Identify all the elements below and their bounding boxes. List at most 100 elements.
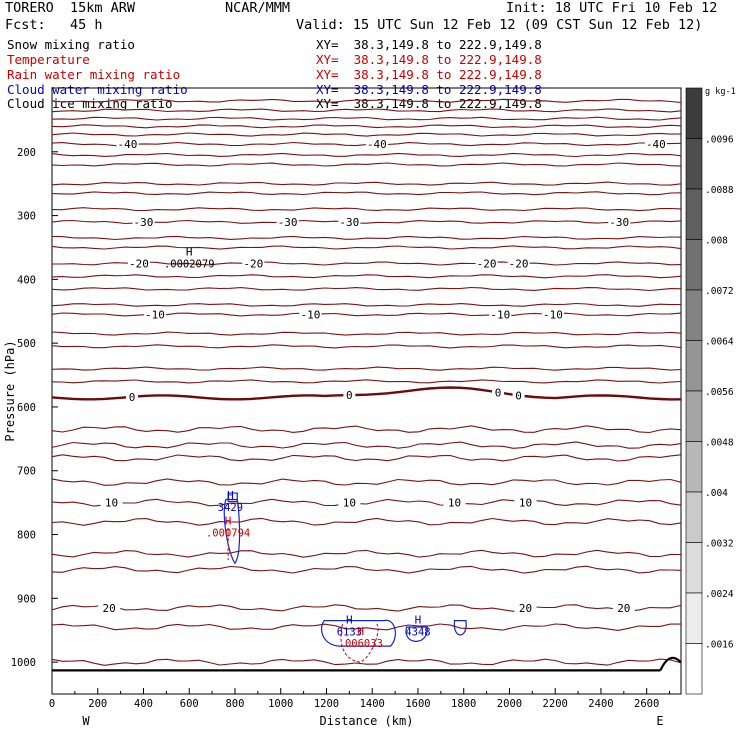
isotherm-label: -30 <box>278 216 298 229</box>
colorbar-tick-label: .0048 <box>705 438 734 449</box>
isotherm-label-bg <box>514 496 537 509</box>
colorbar-swatch <box>685 491 703 543</box>
x-tick-label: 1800 <box>451 698 476 710</box>
freezing-label-bg <box>492 386 505 399</box>
field-label-snow: Snow mixing ratio <box>7 37 135 52</box>
cloud-water-contour <box>223 498 241 565</box>
isotherm-label: 10 <box>343 497 356 510</box>
y-tick-label: 500 <box>17 338 36 350</box>
maximum-marker: H <box>186 245 193 258</box>
terrain-ridge <box>659 656 682 671</box>
colorbar-swatch <box>685 441 703 493</box>
x-tick-label: 2600 <box>634 698 659 710</box>
isotherm-label-bg <box>100 496 123 509</box>
y-tick-label: 700 <box>17 466 36 478</box>
maximum-value: 6133 <box>337 626 362 638</box>
isotherm-line <box>51 191 682 196</box>
colorbar-tick-label: .0072 <box>705 286 734 297</box>
x-tick-label: 200 <box>88 698 107 710</box>
freezing-level-label: 0 <box>515 389 522 402</box>
field-xy-snow: XY= 38.3,149.8 to 222.9,149.8 <box>316 37 542 52</box>
field-label-temperature: Temperature <box>7 52 90 67</box>
field-label-cloud-water: Cloud water mixing ratio <box>7 82 188 97</box>
isotherm-line <box>51 658 682 666</box>
isotherm-label: -40 <box>118 138 138 151</box>
isotherm-label: -20 <box>477 257 497 270</box>
isotherm-line <box>51 454 682 462</box>
colorbar-swatch <box>685 643 703 695</box>
isotherm-label-bg <box>541 308 564 321</box>
maximum-marker: H <box>357 625 364 638</box>
east-end-label: E <box>656 714 663 728</box>
isotherm-layer: -40 -40 -40 -30 -30 -30 -30 -20 -20 -20 -20 -10 -10 -… <box>51 98 682 672</box>
y-tick-label: 1000 <box>11 657 36 669</box>
maximum-value: 3429 <box>218 502 243 514</box>
maximum-marker: H <box>415 613 422 626</box>
model-title: TORERO 15km ARW <box>5 0 136 16</box>
freezing-level-label: 0 <box>495 386 502 399</box>
x-axis-label: Distance (km) <box>320 714 414 728</box>
isotherm-line <box>51 162 682 167</box>
isotherm-line <box>51 207 682 212</box>
isotherm-line <box>51 331 682 336</box>
freezing-label-bg <box>343 389 356 402</box>
rain-water-contour <box>340 623 379 663</box>
y-tick-label: 800 <box>17 530 36 542</box>
y-tick-label: 400 <box>17 274 36 286</box>
isotherm-line <box>51 235 682 241</box>
isotherm-label-bg <box>338 215 361 228</box>
axes-layer: 0 200 400 600 800 1000 1200 1400 1600 1800 2000 220… <box>3 147 671 728</box>
cloud-water-contour <box>405 626 428 642</box>
maximum-value: .000794 <box>206 528 250 540</box>
colorbar-tick-label: .0064 <box>705 337 734 348</box>
isotherm-label-bg <box>98 601 121 614</box>
freezing-level-label: 0 <box>129 391 136 404</box>
field-xy-temperature: XY= 38.3,149.8 to 222.9,149.8 <box>316 52 542 67</box>
isotherm-line <box>52 261 682 266</box>
x-tick-label: 2200 <box>543 698 568 710</box>
y-tick-label: 600 <box>17 402 36 414</box>
colorbar-swatch <box>685 592 703 644</box>
maximum-value: .006033 <box>339 638 383 650</box>
isotherm-label-bg <box>116 138 139 151</box>
x-tick-label: 400 <box>134 698 153 710</box>
freezing-level-label: 0 <box>346 389 353 402</box>
isotherm-line <box>51 498 682 507</box>
isotherm-line <box>51 286 682 292</box>
maximum-value: 4348 <box>405 626 430 638</box>
isotherm-line <box>51 425 682 434</box>
hydrometeor-layer <box>223 492 467 663</box>
isotherm-label: 10 <box>519 497 532 510</box>
isotherm-line <box>51 379 682 384</box>
isotherm-label: 20 <box>519 602 532 615</box>
isotherm-label-bg <box>276 215 299 228</box>
valid-time: Valid: 15 UTC Sun 12 Feb 12 (09 CST Sun … <box>296 17 703 33</box>
isotherm-line <box>51 116 682 121</box>
x-tick-label: 1400 <box>360 698 385 710</box>
isotherm-label: 10 <box>448 497 461 510</box>
x-tick-label: 1200 <box>314 698 339 710</box>
x-tick-label: 2400 <box>588 698 613 710</box>
isotherm-label: -40 <box>367 138 387 151</box>
x-tick-label: 1600 <box>405 698 430 710</box>
colorbar-tick-label: .008 <box>705 236 728 247</box>
isotherm-line <box>51 302 682 307</box>
isotherm-label-bg <box>143 308 166 321</box>
isotherm-label: -20 <box>129 257 149 270</box>
isotherm-line <box>51 344 682 349</box>
isotherm-line <box>51 517 682 526</box>
y-tick-label: 900 <box>17 593 36 605</box>
colorbar-tick-label: .0032 <box>705 539 734 550</box>
isotherm-label-bg <box>365 138 388 151</box>
isotherm-label-bg <box>612 601 635 614</box>
field-label-rain: Rain water mixing ratio <box>7 67 181 82</box>
isotherm-line <box>51 245 682 250</box>
cloud-water-contour <box>320 619 396 647</box>
isotherm-line <box>51 441 682 449</box>
maximum-value: .0002079 <box>164 258 215 270</box>
isotherm-line <box>51 565 682 574</box>
colorbar-tick-label: .0016 <box>705 640 734 651</box>
freezing-label-bg <box>126 390 139 403</box>
isotherm-line <box>51 549 682 558</box>
